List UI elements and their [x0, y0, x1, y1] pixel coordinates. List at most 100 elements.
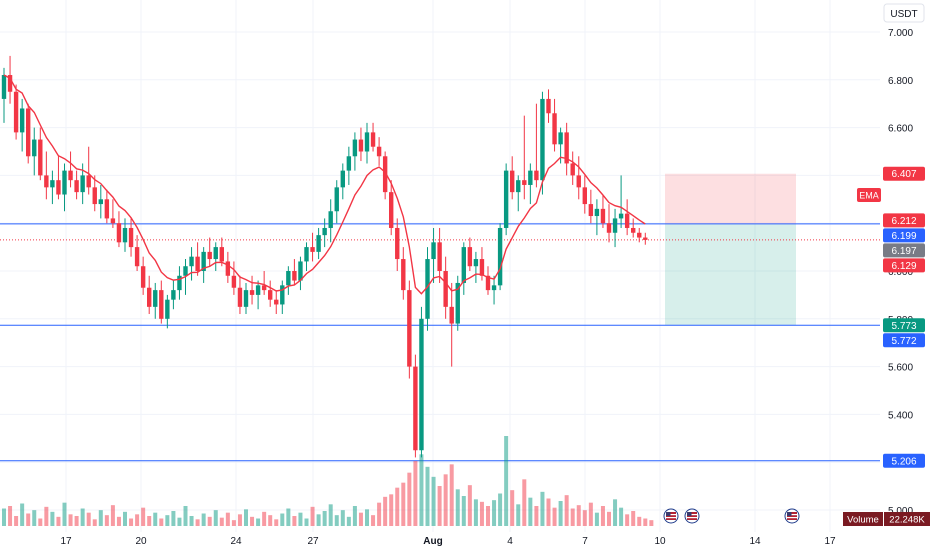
volume-bar-73 [443, 474, 448, 526]
candle-body-26 [159, 290, 164, 319]
volume-tag-label: Volume [847, 515, 879, 526]
currency-button-frame [883, 3, 925, 23]
price-tag-1 [883, 213, 925, 228]
candle-body-71 [431, 242, 436, 260]
candle-body-74 [449, 306, 454, 324]
event-flag-icon-0[interactable] [663, 508, 679, 524]
candle-body-90 [546, 98, 551, 114]
candle-body-7 [44, 175, 49, 188]
volume-bar-17 [104, 515, 109, 526]
candle-body-76 [461, 247, 466, 283]
candle-body-87 [528, 170, 533, 185]
volume-legend-tag: Volume 22.248K [843, 512, 930, 526]
candle-body-39 [237, 287, 243, 307]
candle-body-56 [340, 170, 345, 188]
volume-bar-45 [274, 519, 279, 526]
time-tick-label-1: 20 [135, 536, 147, 547]
event-flag-icon-2[interactable] [784, 508, 800, 524]
volume-bar-8 [50, 511, 55, 526]
volume-bar-1 [8, 506, 13, 526]
volume-tag-frame [843, 512, 883, 526]
volume-bar-60 [365, 509, 369, 526]
candle-body-73 [443, 271, 448, 307]
volume-bar-11 [68, 514, 73, 526]
price-tick-label-0: 7.000 [888, 28, 913, 39]
time-tick-label-0: 17 [60, 536, 72, 547]
candle-body-1 [7, 75, 13, 92]
volume-bar-36 [219, 517, 224, 526]
volume-bar-66 [401, 482, 406, 526]
volume-bar-74 [449, 464, 454, 526]
volume-bar-30 [183, 506, 188, 526]
volume-bar-35 [213, 510, 218, 526]
ema-line [3, 74, 646, 295]
volume-value-frame [884, 512, 930, 526]
price-tag-0 [883, 166, 925, 181]
candle-body-22 [134, 247, 140, 267]
candle-body-75 [455, 282, 460, 324]
candle-body-54 [328, 211, 333, 228]
volume-bar-48 [292, 516, 297, 526]
candle-body-4 [26, 108, 31, 157]
economic-events[interactable] [663, 508, 800, 524]
price-tag-6 [883, 333, 925, 348]
volume-bar-32 [195, 519, 200, 526]
candle-body-3 [19, 108, 25, 133]
time-tick-label-8: 14 [749, 536, 761, 547]
volume-bar-90 [546, 498, 551, 526]
volume-bar-27 [165, 515, 170, 526]
volume-bar-65 [395, 487, 400, 526]
volume-bar-22 [135, 514, 140, 526]
candle-body-21 [128, 227, 134, 248]
price-tag-text-1: 6.212 [891, 216, 916, 227]
volume-bar-78 [473, 499, 478, 526]
candle-body-99 [600, 208, 606, 224]
currency-button[interactable]: USDT [883, 3, 925, 23]
candle-body-86 [522, 180, 527, 185]
volume-bar-70 [425, 466, 430, 526]
candle-body-70 [425, 259, 430, 319]
candle-body-92 [558, 132, 563, 145]
candle-body-25 [153, 290, 158, 307]
volume-bar-24 [147, 516, 152, 526]
volume-bar-0 [2, 508, 6, 526]
candle-body-95 [576, 175, 581, 188]
candle-body-11 [68, 170, 73, 181]
price-tag-text-3: 6.197 [891, 246, 916, 257]
price-tag-text-5: 5.773 [891, 321, 916, 332]
volume-bar-9 [56, 516, 61, 526]
candle-body-5 [32, 139, 37, 157]
price-tick-label-1: 6.800 [888, 76, 913, 87]
event-icon-canton [666, 512, 671, 516]
candle-body-45 [274, 299, 279, 305]
candle-body-100 [606, 223, 612, 233]
candle-body-0 [1, 75, 7, 99]
candle-body-9 [56, 180, 61, 195]
event-icon-stripe-a [687, 514, 697, 516]
candle-body-52 [316, 235, 321, 252]
price-tag-2 [883, 228, 925, 243]
volume-bar-101 [613, 499, 618, 526]
candle-body-34 [207, 251, 212, 260]
volume-bar-43 [262, 511, 267, 526]
event-flag-icon-1[interactable] [684, 508, 700, 524]
candle-body-77 [467, 247, 473, 267]
volume-bar-3 [20, 503, 25, 526]
volume-bar-88 [534, 506, 539, 526]
risk-zone [665, 173, 796, 224]
candle-body-13 [80, 175, 85, 193]
time-axis[interactable]: 17 20 24 27 Aug 4 7 10 14 17 [60, 536, 836, 547]
short-position-tool[interactable] [665, 173, 796, 326]
price-tag-text-7: 5.206 [891, 456, 916, 467]
horizontal-lines[interactable] [0, 223, 880, 462]
time-tick-label-4: Aug [423, 536, 442, 547]
volume-bar-21 [129, 518, 134, 526]
volume-bar-6 [38, 518, 43, 526]
candle-body-50 [304, 247, 309, 262]
candle-body-62 [376, 146, 382, 157]
volume-bar-61 [371, 515, 376, 526]
candle-body-47 [286, 271, 291, 286]
volume-bar-53 [322, 511, 327, 526]
